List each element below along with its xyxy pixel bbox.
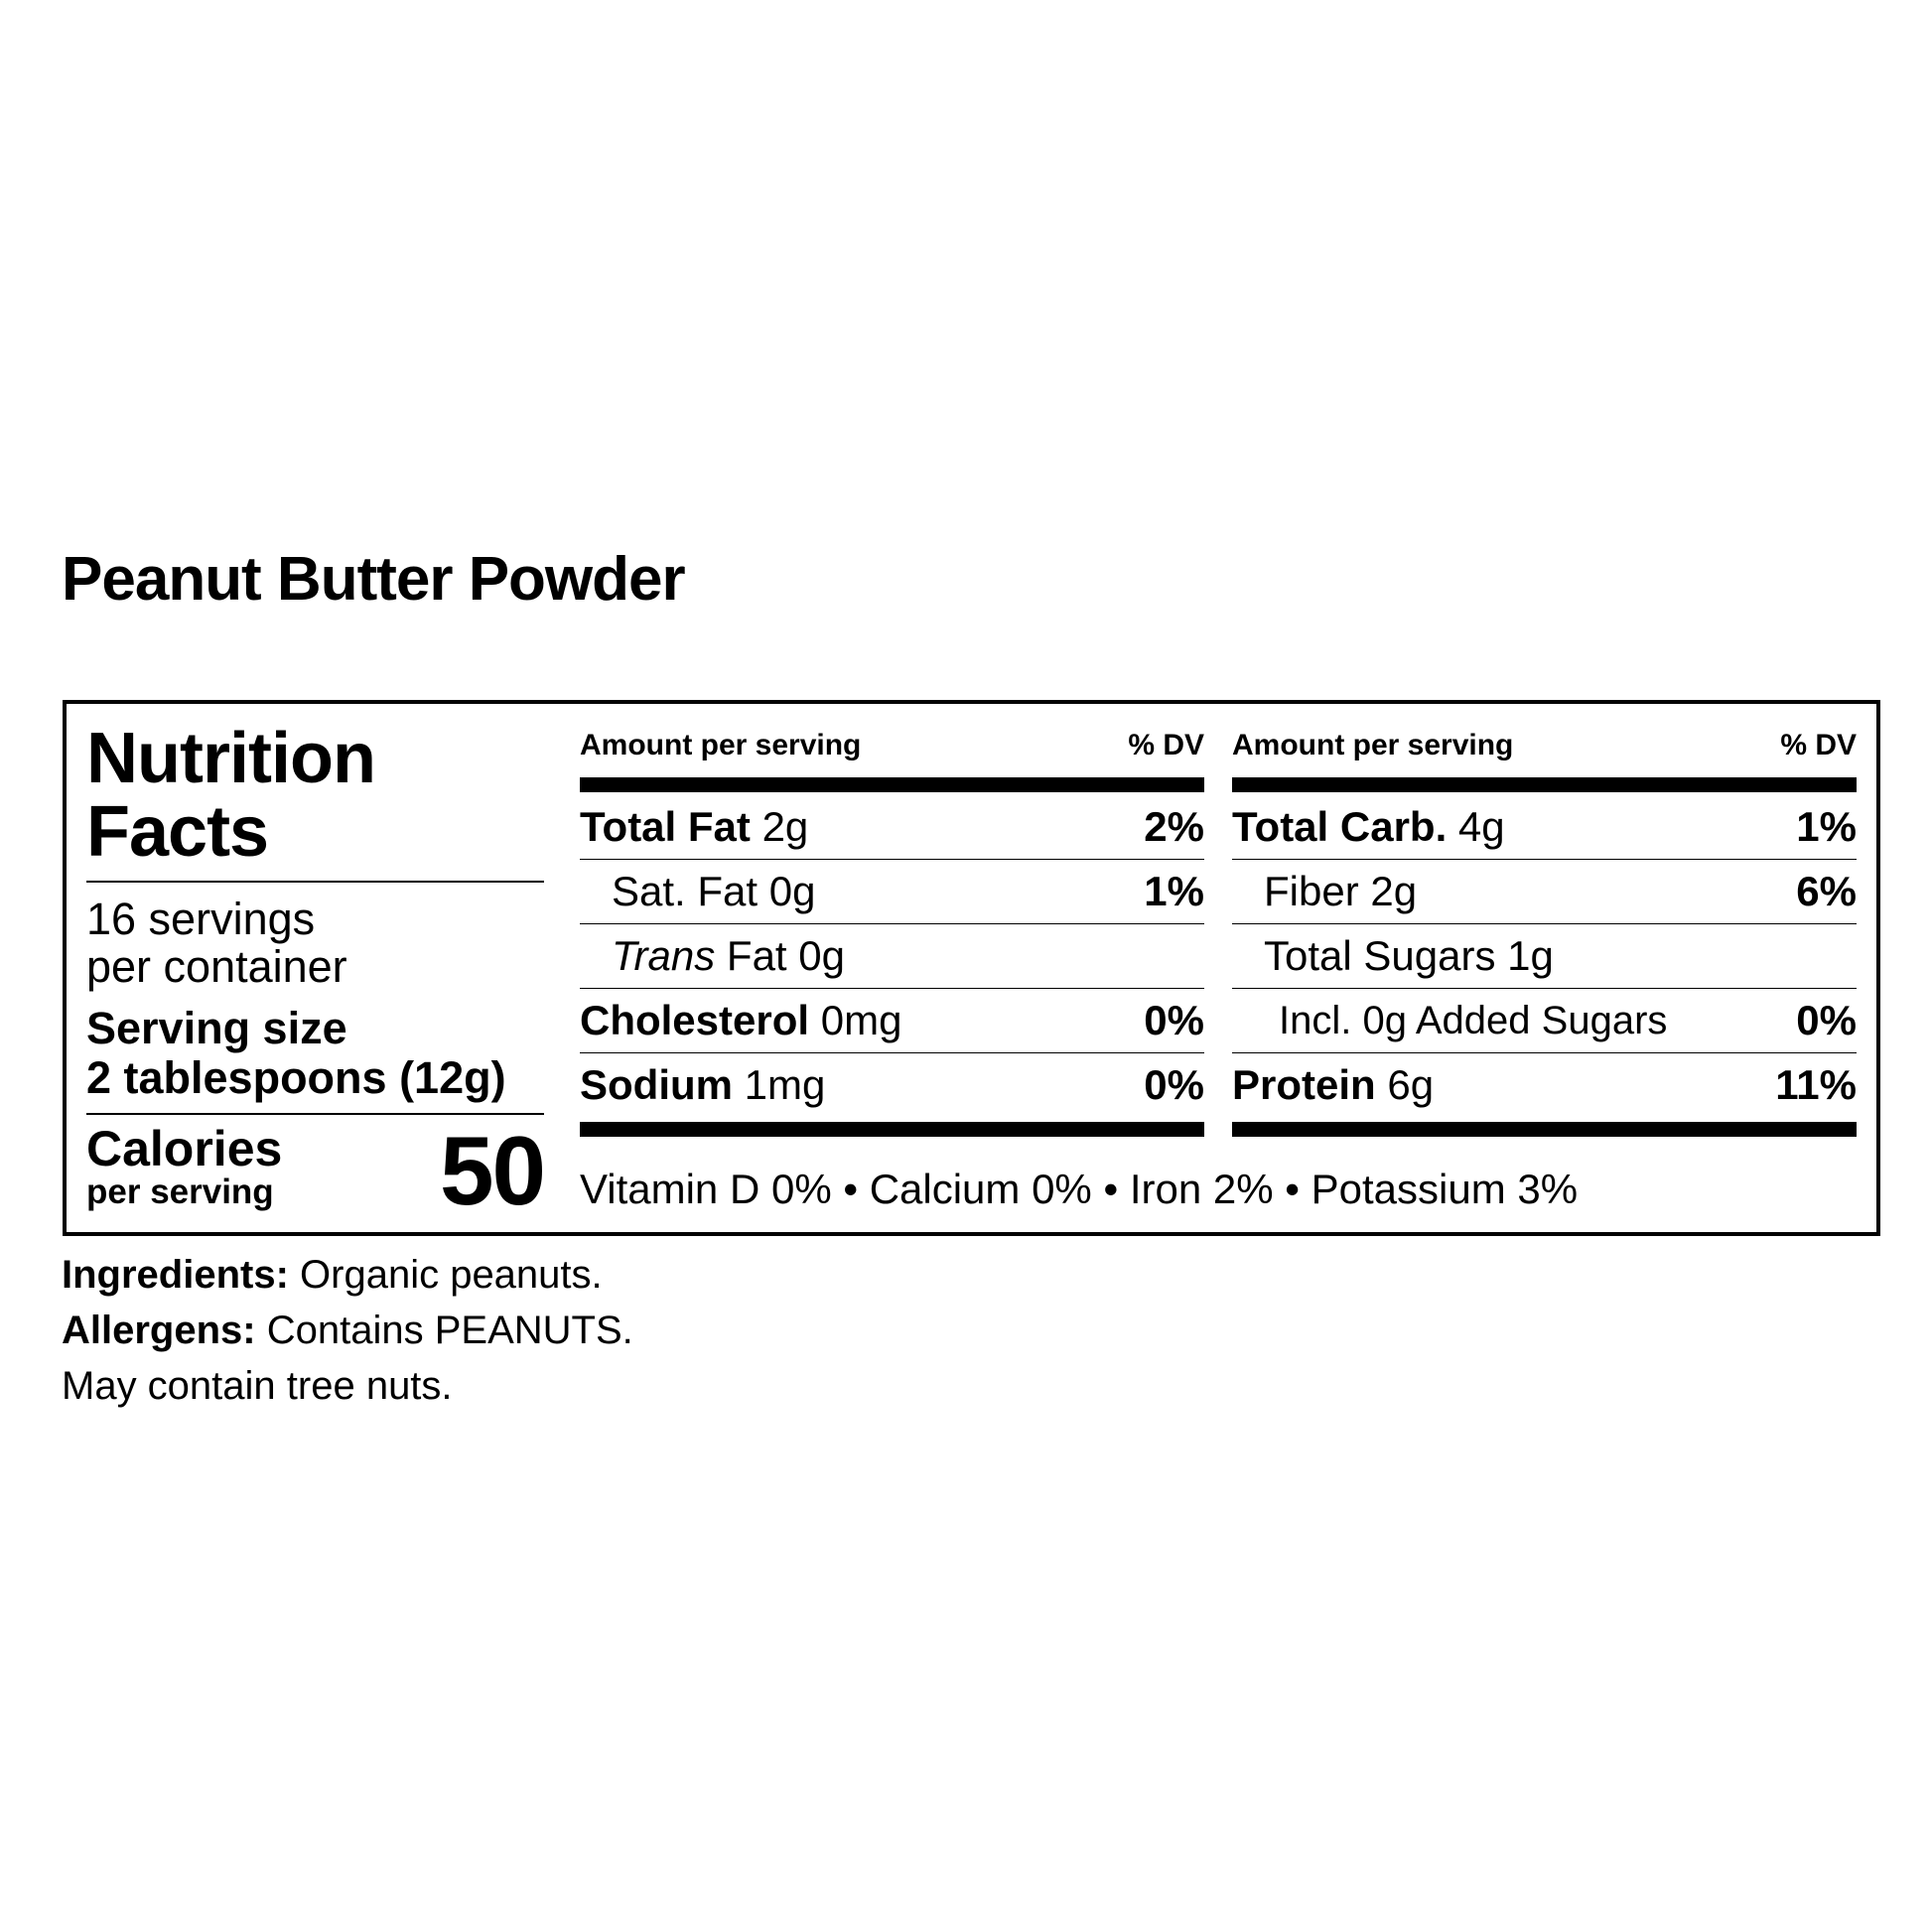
nutrient-amount: 1g (1507, 932, 1554, 979)
nutrient-name: Total Sugars (1264, 932, 1496, 979)
servings-line-1: 16 servings (86, 894, 316, 944)
servings-line-2: per container (86, 941, 347, 992)
nutrient-amount: 0mg (820, 997, 902, 1043)
nutrient-name: Sat. Fat (612, 868, 759, 914)
nutrition-facts-panel: Nutrition Facts 16 servings per containe… (63, 700, 1880, 1236)
nutrient-dv: 2% (1144, 803, 1204, 850)
nutrient-amount: 1mg (744, 1061, 826, 1108)
nutrient-row-trans-fat: Trans Fat 0g (580, 924, 1204, 989)
nutrient-row-total-fat: Total Fat 2g 2% (580, 795, 1204, 860)
ingredients-text: Organic peanuts. (288, 1253, 603, 1297)
ingredients-label: Ingredients: (62, 1253, 289, 1297)
nutrient-row-sodium: Sodium 1mg 0% (580, 1053, 1204, 1117)
dv-label: % DV (1780, 729, 1857, 761)
nutrient-name: Incl. 0g Added Sugars (1279, 998, 1668, 1042)
nutrient-amount: 2g (761, 803, 809, 850)
ingredients: Ingredients: Organic peanuts. (62, 1253, 603, 1298)
calories-label: Calories (86, 1121, 283, 1176)
nutrient-dv: 11% (1775, 1061, 1857, 1108)
nutrient-amount: 0g (768, 868, 816, 914)
divider (86, 881, 544, 883)
dv-label: % DV (1128, 729, 1204, 761)
serving-size: Serving size 2 tablespoons (12g) (86, 1004, 506, 1103)
product-title: Peanut Butter Powder (62, 545, 686, 614)
nutrient-name: Sodium (580, 1061, 733, 1108)
nutrient-dv: 0% (1144, 1061, 1204, 1108)
column-header: Amount per serving % DV (1232, 729, 1857, 762)
nutrient-dv: 0% (1796, 997, 1857, 1043)
amount-per-serving-label: Amount per serving (1232, 729, 1514, 761)
allergens-label: Allergens: (62, 1309, 256, 1352)
nutrient-row-fiber: Fiber 2g 6% (1232, 860, 1857, 924)
nutrient-dv: 6% (1796, 868, 1857, 914)
serving-size-label: Serving size (86, 1003, 347, 1053)
nutrient-amount: 6g (1387, 1061, 1435, 1108)
nutrition-facts-heading: Nutrition Facts (86, 719, 376, 872)
nutrient-name: Total Fat (580, 803, 751, 850)
thick-bar (1232, 1122, 1857, 1137)
thick-bar (1232, 777, 1857, 792)
nutrient-name: Cholesterol (580, 997, 810, 1043)
heading-line-1: Nutrition (86, 719, 376, 798)
nutrient-amount: 0g (798, 932, 845, 979)
vitamins-minerals: Vitamin D 0% • Calcium 0% • Iron 2% • Po… (580, 1166, 1579, 1212)
nutrient-name-italic: Trans (612, 932, 716, 979)
nutrient-row-added-sugars: Incl. 0g Added Sugars 0% (1232, 989, 1857, 1053)
nutrient-row-sat-fat: Sat. Fat 0g 1% (580, 860, 1204, 924)
nutrient-row-protein: Protein 6g 11% (1232, 1053, 1857, 1117)
calories-subtitle: per serving (86, 1173, 274, 1211)
nutrient-name: Protein (1232, 1061, 1376, 1108)
nutrient-dv: 0% (1144, 997, 1204, 1043)
calories-value: 50 (439, 1116, 546, 1225)
nutrient-amount: 2g (1370, 868, 1418, 914)
amount-per-serving-label: Amount per serving (580, 729, 862, 761)
serving-size-value: 2 tablespoons (12g) (86, 1052, 506, 1103)
nutrient-row-cholesterol: Cholesterol 0mg 0% (580, 989, 1204, 1053)
nutrient-dv: 1% (1796, 803, 1857, 850)
summary-column: Nutrition Facts 16 servings per containe… (86, 704, 546, 1232)
nutrient-row-total-sugars: Total Sugars 1g (1232, 924, 1857, 989)
heading-line-2: Facts (86, 792, 269, 872)
divider (86, 1113, 544, 1115)
allergens: Allergens: Contains PEANUTS. (62, 1309, 633, 1353)
nutrient-dv: 1% (1144, 868, 1204, 914)
nutrient-row-total-carb: Total Carb. 4g 1% (1232, 795, 1857, 860)
column-header: Amount per serving % DV (580, 729, 1204, 762)
nutrient-name: Fat (726, 932, 787, 979)
allergens-text: Contains PEANUTS. (255, 1309, 633, 1352)
nutrient-name: Total Carb. (1232, 803, 1448, 850)
nutrient-name: Fiber (1264, 868, 1359, 914)
servings-per-container: 16 servings per container (86, 896, 347, 991)
nutrient-amount: 4g (1457, 803, 1505, 850)
thick-bar (580, 777, 1204, 792)
thick-bar (580, 1122, 1204, 1137)
may-contain-note: May contain tree nuts. (62, 1364, 453, 1408)
